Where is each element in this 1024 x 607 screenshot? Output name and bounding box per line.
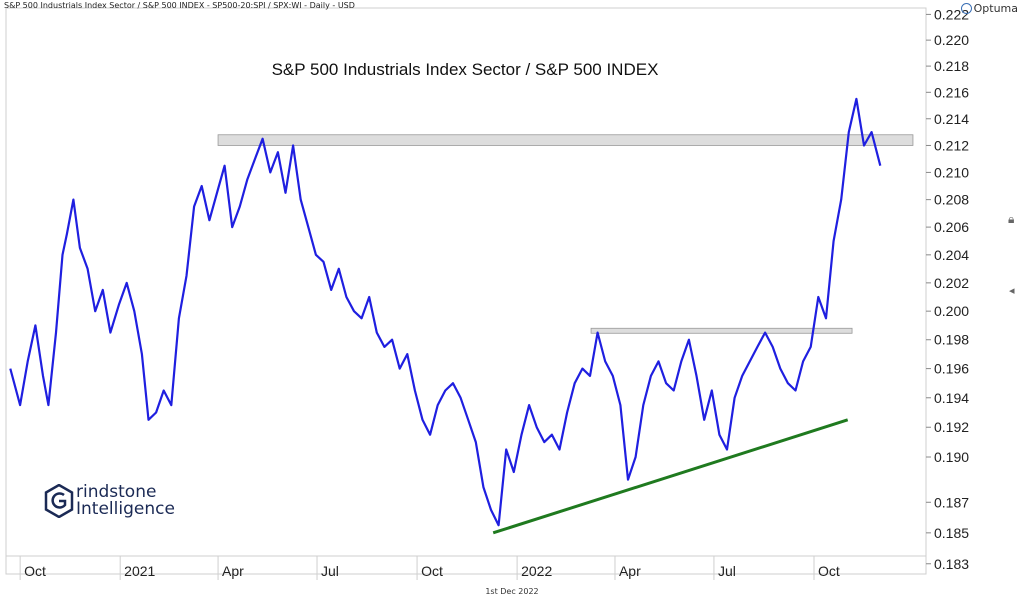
y-tick-label: 0.183 [934, 556, 969, 572]
footer-date: 1st Dec 2022 [485, 587, 539, 596]
y-tick-label: 0.187 [934, 494, 969, 510]
y-tick-label: 0.190 [934, 449, 969, 465]
brand-name: Optuma [973, 2, 1018, 15]
hexagon-g-icon [44, 484, 74, 518]
y-tick-label: 0.206 [934, 219, 969, 235]
x-tick-label: Oct [24, 563, 46, 579]
logo-line-2: Intelligence [76, 499, 175, 519]
x-tick-label: Oct [818, 563, 840, 579]
y-tick-label: 0.210 [934, 164, 969, 180]
optuma-logo-icon [960, 3, 972, 14]
x-tick-label: Apr [619, 563, 641, 579]
y-tick-label: 0.185 [934, 525, 969, 541]
y-tick-label: 0.196 [934, 361, 969, 377]
y-tick-label: 0.214 [934, 111, 969, 127]
x-tick-label: Apr [222, 563, 244, 579]
y-tick-label: 0.204 [934, 247, 969, 263]
y-tick-label: 0.212 [934, 137, 969, 153]
series-description: S&P 500 Industrials Index Sector / S&P 5… [4, 1, 355, 10]
y-tick-label: 0.218 [934, 58, 969, 74]
series-line [9, 97, 882, 527]
support-trendline [492, 418, 849, 535]
x-tick-label: Jul [718, 563, 736, 579]
grindstone-logo: rindstone Intelligence [44, 484, 175, 518]
lock-icon[interactable]: 🔒︎ [1008, 212, 1015, 226]
x-tick-label: 2021 [124, 563, 155, 579]
brand: Optuma [960, 2, 1018, 15]
y-tick-label: 0.220 [934, 32, 969, 48]
y-tick-label: 0.222 [934, 6, 969, 22]
plot-frame [5, 7, 927, 575]
y-tick-label: 0.202 [934, 275, 969, 291]
chart-title: S&P 500 Industrials Index Sector / S&P 5… [272, 60, 659, 79]
resistance-zone-2 [590, 327, 853, 334]
logo-text: rindstone Intelligence [76, 484, 175, 518]
y-tick-label: 0.192 [934, 419, 969, 435]
y-tick-label: 0.216 [934, 84, 969, 100]
y-tick-label: 0.208 [934, 192, 969, 208]
y-tick-label: 0.198 [934, 332, 969, 348]
x-tick-label: Jul [321, 563, 339, 579]
x-tick-label: Oct [421, 563, 443, 579]
y-tick-label: 0.194 [934, 390, 969, 406]
y-tick-label: 0.200 [934, 303, 969, 319]
x-tick-label: 2022 [521, 563, 552, 579]
resistance-zone-1 [217, 134, 914, 146]
collapse-arrow-icon[interactable]: ◂ [1009, 285, 1015, 297]
logo-line-1: rindstone [76, 482, 157, 502]
